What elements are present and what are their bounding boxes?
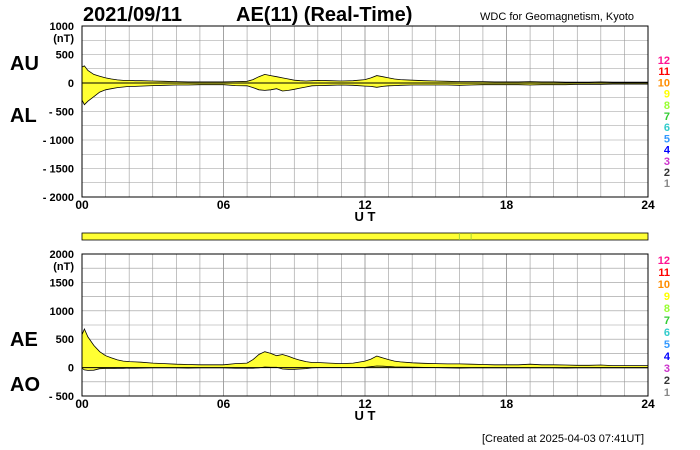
x-tick-label: 00 [75, 397, 89, 411]
station-count-label: 2 [664, 167, 670, 179]
created-timestamp: [Created at 2025-04-03 07:41UT] [482, 433, 645, 445]
station-count-label: 3 [664, 156, 670, 168]
station-count-label: 9 [664, 291, 670, 303]
x-tick-label: 24 [641, 397, 655, 411]
series-line-ae [81, 327, 648, 366]
station-count-label: 5 [664, 339, 670, 351]
station-count-label: 3 [664, 363, 670, 375]
plot-frame [81, 25, 649, 198]
series-area-al [82, 83, 648, 105]
index-label-lower: AO [10, 374, 40, 396]
station-count-label: 6 [664, 327, 670, 339]
y-unit-label: (nT) [53, 33, 74, 45]
station-count-label: 6 [664, 122, 670, 134]
index-label-upper: AU [10, 53, 39, 75]
y-tick-label: - 500 [49, 107, 74, 119]
y-tick-label: - 1000 [43, 135, 74, 147]
x-tick-label: 12 [358, 397, 372, 411]
station-count-label: 1 [664, 387, 670, 399]
x-tick-label: 06 [217, 198, 231, 212]
y-tick-label: 0 [68, 78, 74, 90]
y-tick-label: 1000 [50, 21, 74, 33]
y-tick-label: 500 [56, 334, 74, 346]
station-count-label: 9 [664, 89, 670, 101]
station-count-label: 12 [658, 55, 670, 67]
station-count-label: 8 [664, 303, 670, 315]
x-tick-label: 24 [641, 198, 655, 212]
station-count-label: 11 [658, 267, 670, 279]
station-availability-bar [81, 232, 649, 241]
y-tick-label: 2000 [50, 249, 74, 261]
x-axis-title: U T [355, 408, 376, 423]
station-count-label: 7 [664, 315, 670, 327]
y-tick-label: - 2000 [43, 192, 74, 204]
x-tick-label: 00 [75, 198, 89, 212]
chart-date: 2021/09/11 [83, 4, 182, 26]
y-tick-label: - 1500 [43, 164, 74, 176]
series-area-au [82, 65, 648, 83]
station-count-label: 10 [658, 77, 670, 89]
x-tick-label: 06 [217, 397, 231, 411]
organization-label: WDC for Geomagnetism, Kyoto [480, 11, 635, 23]
plot-frame [81, 253, 649, 397]
y-tick-label: 1000 [50, 306, 74, 318]
chart-title: AE(11) (Real-Time) [236, 4, 413, 26]
station-count-label: 12 [658, 255, 670, 267]
index-label-lower: AL [10, 105, 37, 127]
station-count-label: 4 [664, 351, 671, 363]
x-axis-title: U T [355, 209, 376, 224]
y-tick-label: - 500 [49, 391, 74, 403]
station-count-label: 2 [664, 375, 670, 387]
y-unit-label: (nT) [53, 261, 74, 273]
station-count-label: 8 [664, 100, 670, 112]
index-label-upper: AE [10, 329, 38, 351]
x-tick-label: 18 [500, 198, 514, 212]
station-count-label: 10 [658, 279, 670, 291]
series-area-ae [82, 329, 648, 368]
station-count-label: 4 [664, 145, 671, 157]
y-tick-label: 1500 [50, 277, 74, 289]
station-count-label: 7 [664, 111, 670, 123]
x-tick-label: 12 [358, 198, 372, 212]
y-tick-label: 0 [68, 363, 74, 375]
series-line-au [81, 65, 648, 83]
series-line-al [81, 83, 648, 106]
station-count-label: 11 [658, 66, 670, 78]
station-count-label: 5 [664, 133, 670, 145]
y-tick-label: 500 [56, 50, 74, 62]
x-tick-label: 18 [500, 397, 514, 411]
station-count-label: 1 [664, 178, 670, 190]
